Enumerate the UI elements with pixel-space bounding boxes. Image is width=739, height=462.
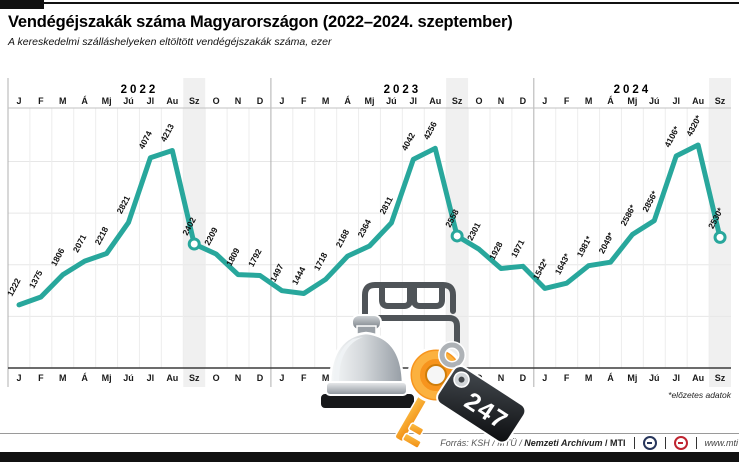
month-label-bottom: Au <box>166 373 178 383</box>
month-label-top: M <box>59 96 67 106</box>
month-label-top: O <box>476 96 483 106</box>
page-title: Vendégéjszakák száma Magyarországon (202… <box>8 13 513 31</box>
month-label-top: J <box>279 96 284 106</box>
month-label-top: F <box>564 96 570 106</box>
footer-divider-1 <box>633 437 635 449</box>
footer-url: www.mti <box>704 438 739 448</box>
month-label-top: Mj <box>365 96 375 106</box>
page-subtitle: A kereskedelmi szálláshelyeken eltöltött… <box>8 36 332 48</box>
source-text: Forrás: KSH / MTÜ / Nemzeti Archívum / M… <box>440 438 625 448</box>
month-label-top: Sz <box>715 96 726 106</box>
month-label-top: Jl <box>147 96 155 106</box>
month-label-top: Á <box>344 96 351 106</box>
month-label-top: Au <box>429 96 441 106</box>
media-logo-icon-2 <box>673 436 688 450</box>
september-band <box>183 78 206 387</box>
month-label-bottom: F <box>564 373 570 383</box>
month-label-bottom: Jl <box>672 373 680 383</box>
month-label-bottom: Jú <box>123 373 134 383</box>
month-label-top: J <box>16 96 21 106</box>
month-label-bottom: J <box>16 373 21 383</box>
month-label-bottom: N <box>498 373 505 383</box>
source-prefix: Forrás: KSH / MTÜ / <box>440 438 522 448</box>
month-label-bottom: J <box>542 373 547 383</box>
month-label-top: O <box>213 96 220 106</box>
year-label: 2024 <box>614 84 652 96</box>
year-label: 2022 <box>121 84 159 96</box>
month-label-bottom: N <box>235 373 242 383</box>
month-label-top: N <box>235 96 242 106</box>
month-label-bottom: M <box>585 373 593 383</box>
month-label-bottom: D <box>520 373 527 383</box>
footer-divider-2 <box>664 437 666 449</box>
source-bold: Nemzeti Archívum <box>524 438 603 448</box>
month-label-bottom: F <box>38 373 44 383</box>
footer-divider-3 <box>695 437 697 449</box>
bed-icon <box>359 282 460 345</box>
month-label-bottom: J <box>279 373 284 383</box>
year-label: 2023 <box>384 84 422 96</box>
month-label-bottom: Sz <box>189 373 200 383</box>
month-label-top: Á <box>81 96 88 106</box>
month-label-top: Sz <box>452 96 463 106</box>
month-label-top: Jl <box>410 96 418 106</box>
month-label-bottom: Mj <box>102 373 112 383</box>
month-label-bottom: Jl <box>147 373 155 383</box>
september-marker <box>450 229 464 243</box>
month-label-bottom: Á <box>607 373 614 383</box>
month-label-bottom: M <box>322 373 330 383</box>
data-line <box>16 142 723 308</box>
media-logo-icon-1 <box>642 436 657 450</box>
reception-bell-icon <box>319 314 416 410</box>
month-label-top: J <box>542 96 547 106</box>
month-label-top: D <box>257 96 264 106</box>
month-label-top: F <box>38 96 44 106</box>
footnote: *előzetes adatok <box>668 390 731 400</box>
month-label-top: Á <box>607 96 614 106</box>
month-label-bottom: Sz <box>715 373 726 383</box>
month-label-bottom: D <box>257 373 264 383</box>
month-label-bottom: M <box>59 373 67 383</box>
month-label-top: Au <box>166 96 178 106</box>
month-label-bottom: Mj <box>627 373 637 383</box>
month-label-top: D <box>520 96 527 106</box>
month-label-top: Mj <box>627 96 637 106</box>
source-suffix: / MTI <box>605 438 626 448</box>
september-marker <box>713 230 727 244</box>
month-label-top: Jú <box>123 96 134 106</box>
month-label-bottom: F <box>301 373 307 383</box>
month-label-bottom: O <box>213 373 220 383</box>
month-label-top: N <box>498 96 505 106</box>
decoration-svg: 247 <box>319 282 527 449</box>
september-marker <box>187 237 201 251</box>
masthead-block <box>0 0 44 9</box>
month-label-top: Mj <box>102 96 112 106</box>
month-label-bottom: Á <box>81 373 88 383</box>
month-label-bottom: Jú <box>649 373 660 383</box>
month-label-top: Jú <box>649 96 660 106</box>
month-label-top: F <box>301 96 307 106</box>
bottom-border-bar <box>0 452 739 462</box>
month-label-top: Jú <box>386 96 397 106</box>
keyring-icon <box>438 341 466 369</box>
month-label-top: M <box>322 96 330 106</box>
month-label-top: M <box>585 96 593 106</box>
top-border-line <box>0 2 739 4</box>
footer-bar: Forrás: KSH / MTÜ / Nemzeti Archívum / M… <box>0 433 739 452</box>
month-label-bottom: Au <box>692 373 704 383</box>
month-label-top: Sz <box>189 96 200 106</box>
month-label-top: Jl <box>672 96 680 106</box>
month-label-top: Au <box>692 96 704 106</box>
